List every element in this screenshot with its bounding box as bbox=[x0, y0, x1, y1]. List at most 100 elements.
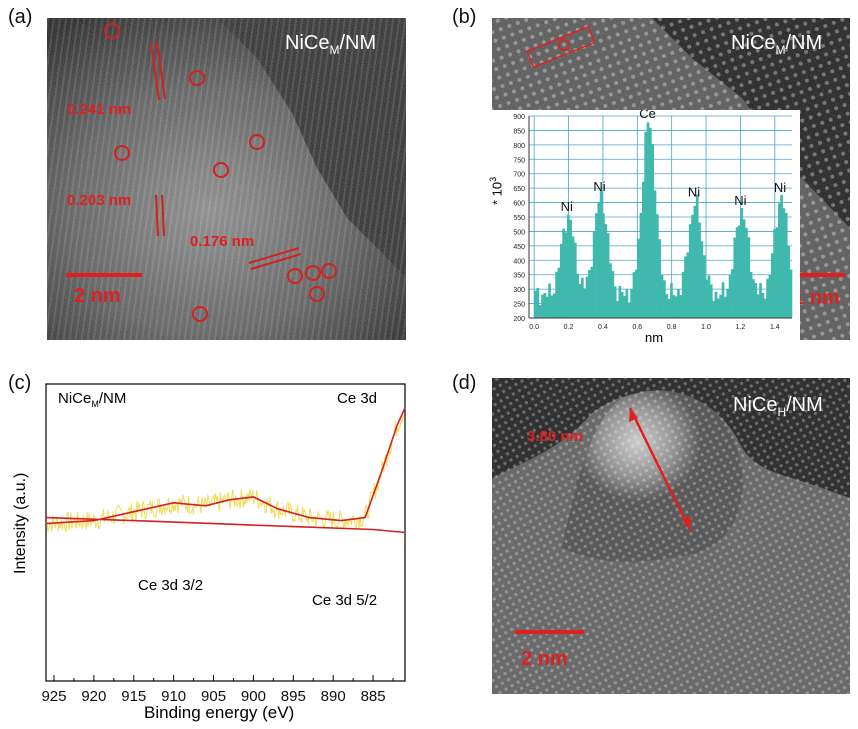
scale-bar bbox=[66, 273, 142, 277]
profile-bar bbox=[653, 190, 657, 318]
profile-bar bbox=[716, 298, 720, 318]
profile-bar bbox=[571, 236, 575, 318]
panel-label-d: (d) bbox=[452, 372, 477, 394]
panel-label-a: (a) bbox=[8, 6, 33, 28]
profile-bar bbox=[543, 293, 547, 318]
profile-bar bbox=[742, 219, 746, 318]
profile-bar bbox=[541, 294, 544, 318]
atom-marker bbox=[104, 23, 120, 39]
profile-bar bbox=[667, 298, 671, 318]
x-tick-label: 1.0 bbox=[701, 324, 711, 331]
plot-frame bbox=[45, 383, 406, 682]
profile-bar bbox=[620, 292, 624, 318]
intensity-profile-chart: 200 250 300 350 400 450 500 550 600 650 700 750 800 8… bbox=[513, 110, 793, 331]
x-tick-label: 1.4 bbox=[770, 324, 780, 331]
x-tick-label: 925 bbox=[41, 688, 66, 705]
d-spacing-label: 0.241 nm bbox=[67, 101, 132, 118]
profile-bar bbox=[777, 203, 781, 318]
profile-bar bbox=[649, 127, 652, 318]
profile-bar bbox=[588, 270, 591, 318]
fit-envelope-line bbox=[45, 407, 406, 525]
profile-bar bbox=[611, 271, 615, 318]
x-tick-label: 1.2 bbox=[736, 324, 746, 331]
profile-bar bbox=[756, 294, 760, 318]
y-tick-label: 700 bbox=[513, 172, 525, 179]
y-tick-label: 550 bbox=[513, 215, 525, 222]
y-tick-label: 400 bbox=[513, 258, 525, 265]
x-tick-label: 920 bbox=[81, 688, 106, 705]
profile-bar bbox=[597, 202, 601, 318]
x-tick-label: 895 bbox=[281, 688, 306, 705]
profile-bar bbox=[536, 287, 540, 318]
x-axis-title: Binding energy (eV) bbox=[144, 703, 295, 722]
title-b: NiCeM/NM bbox=[731, 32, 823, 57]
profile-bar bbox=[763, 298, 767, 318]
peak-label: Ce 3d 5/2 bbox=[312, 592, 378, 609]
y-tick-label: 500 bbox=[513, 229, 525, 236]
profile-bar bbox=[625, 289, 629, 318]
atom-marker bbox=[114, 145, 130, 161]
profile-bar bbox=[681, 271, 685, 318]
profile-bar bbox=[550, 295, 554, 318]
atom-marker bbox=[213, 162, 229, 178]
fringe-marker bbox=[250, 253, 302, 270]
profile-bar bbox=[775, 227, 779, 318]
profile-bar bbox=[599, 190, 603, 318]
profile-bar bbox=[679, 294, 683, 318]
profile-bar bbox=[695, 194, 699, 318]
profile-bar bbox=[538, 305, 542, 318]
sample-label: NiCeM/NM bbox=[58, 390, 127, 409]
atom-marker bbox=[192, 306, 208, 322]
profile-bar bbox=[634, 269, 638, 318]
d-spacing-label: 0.203 nm bbox=[67, 192, 132, 209]
profile-bar bbox=[726, 289, 730, 318]
title-d: NiCeH/NM bbox=[733, 394, 823, 419]
y-tick-label: 200 bbox=[513, 316, 525, 323]
x-tick-label: 910 bbox=[161, 688, 186, 705]
profile-bar bbox=[688, 224, 692, 318]
atom-marker bbox=[321, 263, 337, 279]
panel-label-c: (c) bbox=[8, 372, 32, 394]
profile-bar bbox=[665, 294, 669, 318]
profile-bar bbox=[627, 302, 631, 318]
x-tick-label: 905 bbox=[201, 688, 226, 705]
profile-bar bbox=[705, 279, 708, 318]
profile-bar bbox=[759, 283, 762, 318]
y-tick-label: 650 bbox=[513, 186, 525, 193]
profile-bar bbox=[780, 194, 783, 318]
profile-bar bbox=[555, 271, 558, 318]
title-a: NiCeM/NM bbox=[285, 32, 377, 57]
profile-bar bbox=[566, 214, 570, 318]
atom-marker bbox=[309, 286, 325, 302]
profile-bar bbox=[616, 300, 619, 318]
core-level-label: Ce 3d bbox=[337, 390, 378, 407]
y-tick-label: 800 bbox=[513, 143, 525, 150]
profile-bar bbox=[576, 273, 579, 318]
fringe-marker bbox=[248, 247, 300, 264]
scale-bar-label: 1 nm bbox=[793, 287, 840, 309]
profile-bar bbox=[747, 237, 751, 318]
profile-bar bbox=[609, 263, 612, 318]
y-tick-label: 450 bbox=[513, 244, 525, 251]
fringe-marker bbox=[155, 194, 159, 237]
peak-label: Ni bbox=[593, 179, 605, 194]
profile-bar bbox=[672, 295, 676, 318]
x-tick-label: 900 bbox=[241, 688, 266, 705]
profile-bar bbox=[770, 253, 774, 318]
x-tick-label: 890 bbox=[321, 688, 346, 705]
profile-bar bbox=[674, 296, 678, 318]
profile-bar bbox=[639, 212, 643, 318]
x-tick-label: 0.8 bbox=[667, 324, 677, 331]
profile-bar bbox=[733, 237, 737, 318]
profile-bar bbox=[585, 276, 589, 318]
profile-bar bbox=[707, 275, 711, 318]
profile-bar bbox=[613, 286, 617, 318]
fringe-marker bbox=[161, 194, 165, 237]
profile-bar bbox=[745, 227, 748, 318]
profile-bar bbox=[641, 181, 645, 318]
y-tick-label: 850 bbox=[513, 128, 525, 135]
background-line bbox=[45, 516, 406, 534]
profile-bar bbox=[595, 213, 598, 318]
profile-bar bbox=[754, 283, 758, 318]
profile-bar bbox=[644, 131, 647, 318]
